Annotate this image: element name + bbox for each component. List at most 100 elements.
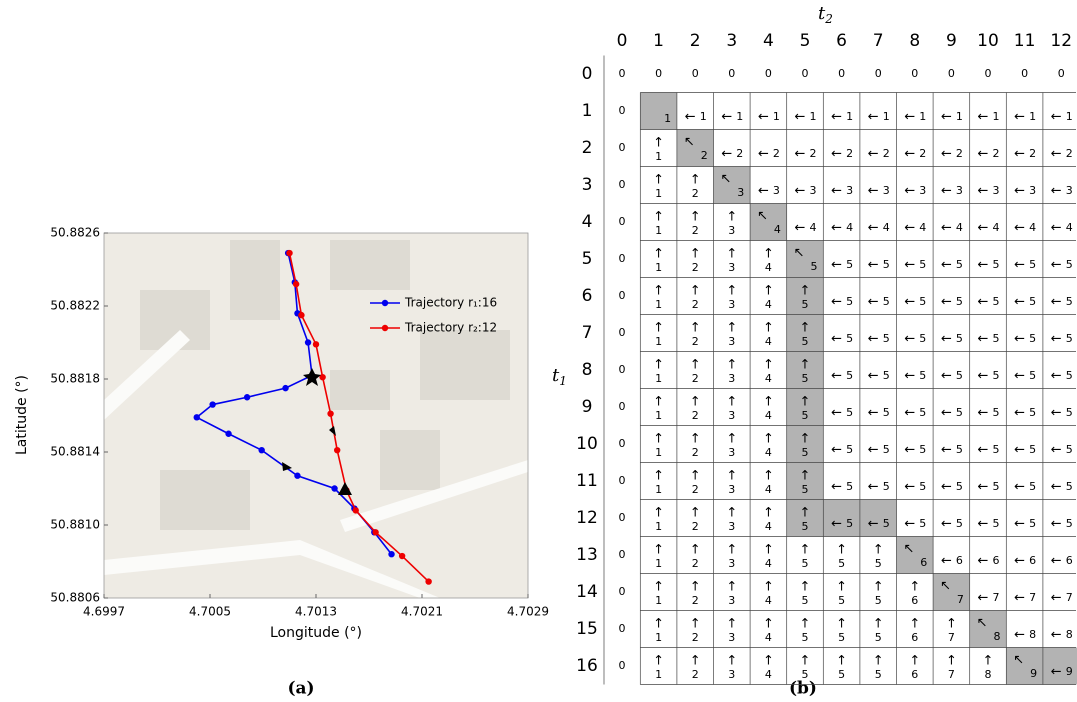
cell-arrow: ↖: [757, 209, 768, 224]
cell-value: 5: [802, 298, 809, 311]
column-header: 3: [726, 31, 737, 51]
cell-value: 5: [993, 443, 1000, 456]
trajectory-point: [258, 447, 264, 453]
cell-value: 7: [948, 631, 955, 644]
cell-value: 3: [728, 557, 735, 570]
cell-arrow: ←: [831, 147, 842, 162]
cell-arrow: ↖: [977, 616, 988, 631]
row-header: 0: [582, 64, 593, 84]
cell-value: 4: [765, 520, 772, 533]
cell-arrow: ↑: [763, 321, 774, 336]
cell-value: 2: [692, 446, 699, 459]
cell-value: 5: [1029, 406, 1036, 419]
cell-value: 5: [802, 668, 809, 681]
cell-arrow: ↑: [836, 543, 847, 558]
cell-arrow: ←: [904, 147, 915, 162]
cell-value: 5: [1066, 369, 1073, 382]
column-header: 1: [653, 31, 664, 51]
cell-value: 6: [1066, 554, 1073, 567]
cell-arrow: ←: [941, 221, 952, 236]
cell-arrow: ←: [1051, 406, 1062, 421]
cell-value: 5: [993, 369, 1000, 382]
cell-arrow: ↑: [726, 543, 737, 558]
cell-arrow: ↑: [763, 395, 774, 410]
t1-label: t1: [552, 365, 567, 388]
cell-value: 5: [883, 295, 890, 308]
cell-value: 1: [655, 409, 662, 422]
cell-arrow: ↑: [653, 506, 664, 521]
legend-dot: [382, 325, 388, 331]
cell-value: 5: [993, 517, 1000, 530]
cell-arrow: ←: [941, 295, 952, 310]
cell-arrow: ←: [941, 147, 952, 162]
cell-arrow: ↑: [690, 469, 701, 484]
cell-value: 1: [655, 594, 662, 607]
cell-value: 4: [993, 221, 1000, 234]
cell-value: 4: [956, 221, 963, 234]
cell-value: 9: [1066, 665, 1073, 678]
cell-arrow: ↑: [690, 210, 701, 225]
cell-value: 0: [1058, 67, 1065, 80]
cell-arrow: ↑: [726, 284, 737, 299]
cell-arrow: ↑: [726, 210, 737, 225]
cell-value: 6: [911, 668, 918, 681]
cell-value: 1: [655, 557, 662, 570]
cell-value: 5: [919, 369, 926, 382]
t2-label: t2: [818, 3, 833, 26]
cell-value: 0: [838, 67, 845, 80]
cell-value: 5: [1029, 443, 1036, 456]
cell-value: 5: [838, 631, 845, 644]
cell-value: 3: [728, 594, 735, 607]
cell-arrow: ↑: [946, 617, 957, 632]
cell-value: 3: [728, 409, 735, 422]
highlight-cell: [1006, 648, 1043, 685]
cell-arrow: ←: [941, 480, 952, 495]
row-header: 6: [582, 286, 593, 306]
cell-value: 2: [883, 147, 890, 160]
cell-value: 5: [1066, 443, 1073, 456]
cell-arrow: ←: [1051, 221, 1062, 236]
cell-value: 5: [846, 258, 853, 271]
column-header: 5: [800, 31, 811, 51]
cell-arrow: ←: [1014, 443, 1025, 458]
cell-arrow: ←: [904, 517, 915, 532]
cell-value: 5: [802, 631, 809, 644]
cell-value: 3: [728, 261, 735, 274]
legend-label: Trajectory r₂:12: [404, 321, 497, 335]
cell-value: 0: [619, 511, 626, 524]
cell-arrow: ↑: [763, 247, 774, 262]
cell-value: 5: [919, 332, 926, 345]
cell-value: 1: [956, 110, 963, 123]
cell-arrow: ↑: [763, 654, 774, 669]
cell-arrow: ←: [868, 517, 879, 532]
cell-value: 7: [993, 591, 1000, 604]
cell-value: 3: [1066, 184, 1073, 197]
cell-value: 0: [948, 67, 955, 80]
cell-value: 0: [985, 67, 992, 80]
y-tick-label: 50.8814: [50, 445, 100, 459]
cell-value: 0: [692, 67, 699, 80]
cell-value: 5: [802, 409, 809, 422]
cell-value: 0: [765, 67, 772, 80]
cell-value: 7: [957, 593, 964, 606]
cell-value: 1: [655, 372, 662, 385]
cell-arrow: ↑: [763, 506, 774, 521]
cell-value: 0: [619, 622, 626, 635]
cell-arrow: ↑: [690, 247, 701, 262]
cell-arrow: ↑: [726, 617, 737, 632]
cell-value: 5: [846, 369, 853, 382]
cell-value: 0: [619, 141, 626, 154]
cell-arrow: ↑: [800, 469, 811, 484]
cell-value: 5: [802, 335, 809, 348]
column-header: 4: [763, 31, 774, 51]
row-header: 7: [582, 323, 593, 343]
cell-value: 5: [956, 295, 963, 308]
cell-value: 4: [765, 631, 772, 644]
highlight-cell: [677, 130, 714, 167]
cell-value: 1: [1029, 110, 1036, 123]
cell-arrow: ↑: [836, 580, 847, 595]
cell-arrow: ←: [941, 554, 952, 569]
cell-value: 0: [619, 215, 626, 228]
cell-arrow: ↑: [946, 654, 957, 669]
cell-arrow: ←: [831, 221, 842, 236]
